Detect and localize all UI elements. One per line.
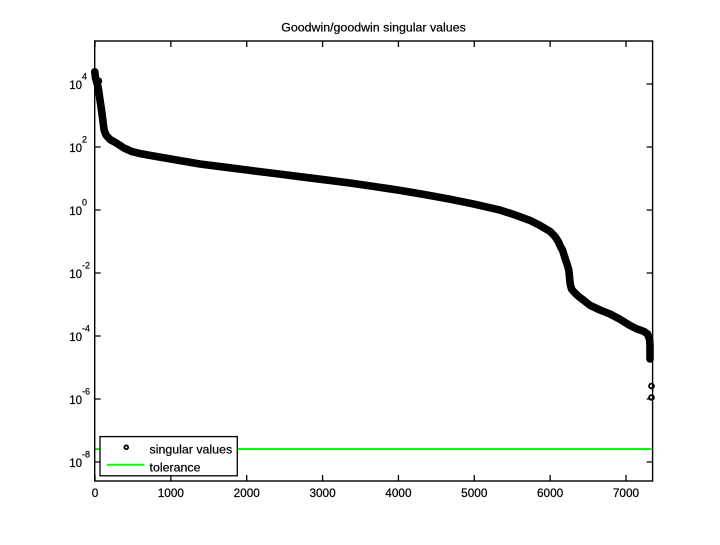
svg-text:0: 0 (92, 486, 99, 500)
svg-text:10: 10 (69, 332, 82, 344)
svg-text:singular values: singular values (150, 443, 233, 457)
svg-text:tolerance: tolerance (150, 461, 201, 475)
svg-text:4: 4 (82, 72, 87, 82)
svg-text:Goodwin/goodwin singular value: Goodwin/goodwin singular values (281, 21, 466, 35)
svg-text:5000: 5000 (461, 486, 488, 500)
svg-text:3000: 3000 (309, 486, 336, 500)
svg-text:2: 2 (82, 135, 87, 145)
svg-text:1000: 1000 (158, 486, 185, 500)
svg-text:7000: 7000 (613, 486, 640, 500)
svg-text:2000: 2000 (234, 486, 261, 500)
svg-text:10: 10 (69, 395, 82, 407)
svg-text:6000: 6000 (537, 486, 564, 500)
svg-text:-2: -2 (82, 261, 90, 271)
svg-text:10: 10 (69, 143, 82, 155)
svg-text:-4: -4 (82, 324, 90, 334)
svg-text:-6: -6 (82, 387, 90, 397)
svg-text:-8: -8 (82, 450, 90, 460)
svg-text:0: 0 (82, 198, 87, 208)
svg-text:10: 10 (69, 206, 82, 218)
svg-text:4000: 4000 (385, 486, 412, 500)
svg-text:10: 10 (69, 269, 82, 281)
svg-text:10: 10 (69, 458, 82, 470)
svg-text:10: 10 (69, 80, 82, 92)
